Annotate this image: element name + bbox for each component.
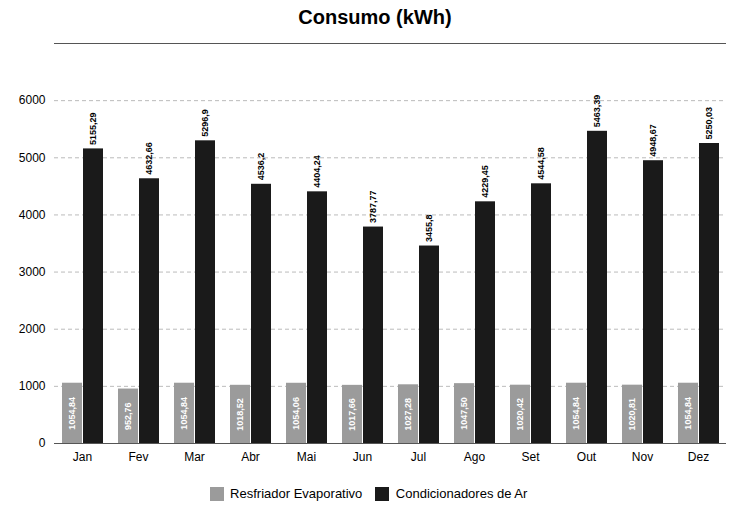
svg-text:5000: 5000: [19, 151, 46, 165]
svg-text:Abr: Abr: [241, 450, 260, 464]
svg-text:1020,42: 1020,42: [515, 398, 525, 431]
svg-text:Mar: Mar: [184, 450, 205, 464]
svg-text:4632,66: 4632,66: [144, 142, 154, 175]
svg-text:Nov: Nov: [632, 450, 653, 464]
svg-text:Mai: Mai: [297, 450, 316, 464]
svg-text:Jan: Jan: [73, 450, 92, 464]
svg-text:1047,50: 1047,50: [459, 397, 469, 430]
svg-text:6000: 6000: [19, 93, 46, 107]
svg-text:1027,28: 1027,28: [403, 398, 413, 431]
svg-text:4536,2: 4536,2: [256, 153, 266, 181]
svg-text:3000: 3000: [19, 265, 46, 279]
svg-text:Fev: Fev: [128, 450, 148, 464]
html-text:Consumo (kWh): Consumo (kWh): [298, 6, 452, 28]
svg-text:952,76: 952,76: [123, 403, 133, 431]
svg-text:5155,29: 5155,29: [88, 112, 98, 145]
svg-text:1054,84: 1054,84: [67, 397, 77, 430]
svg-text:5296,9: 5296,9: [200, 109, 210, 137]
svg-text:5463,39: 5463,39: [592, 95, 602, 128]
svg-text:Dez: Dez: [688, 450, 709, 464]
svg-text:5250,03: 5250,03: [704, 107, 714, 140]
svg-text:Out: Out: [577, 450, 597, 464]
svg-text:Set: Set: [521, 450, 540, 464]
svg-text:3455,8: 3455,8: [424, 214, 434, 242]
svg-text:4948,67: 4948,67: [648, 124, 658, 157]
svg-text:4544,58: 4544,58: [536, 147, 546, 180]
svg-text:1054,84: 1054,84: [179, 397, 189, 430]
svg-text:1017,66: 1017,66: [347, 398, 357, 431]
svg-text:1000: 1000: [19, 379, 46, 393]
html-text:Resfriador Evaporativo: Resfriador Evaporativo: [230, 486, 363, 501]
svg-text:Ago: Ago: [464, 450, 486, 464]
svg-text:4404,24: 4404,24: [312, 155, 322, 188]
svg-text:1054,06: 1054,06: [291, 397, 301, 430]
svg-text:0: 0: [39, 436, 46, 450]
svg-text:Jul: Jul: [411, 450, 426, 464]
svg-text:4000: 4000: [19, 208, 46, 222]
svg-text:1018,52: 1018,52: [235, 398, 245, 431]
svg-text:2000: 2000: [19, 322, 46, 336]
html-text:Condicionadores de Ar: Condicionadores de Ar: [395, 486, 528, 501]
svg-text:1054,84: 1054,84: [571, 397, 581, 430]
svg-text:4229,45: 4229,45: [480, 165, 490, 198]
svg-text:1054,84: 1054,84: [683, 397, 693, 430]
svg-text:1020,81: 1020,81: [627, 398, 637, 431]
svg-text:3787,77: 3787,77: [368, 191, 378, 224]
svg-text:Jun: Jun: [353, 450, 372, 464]
